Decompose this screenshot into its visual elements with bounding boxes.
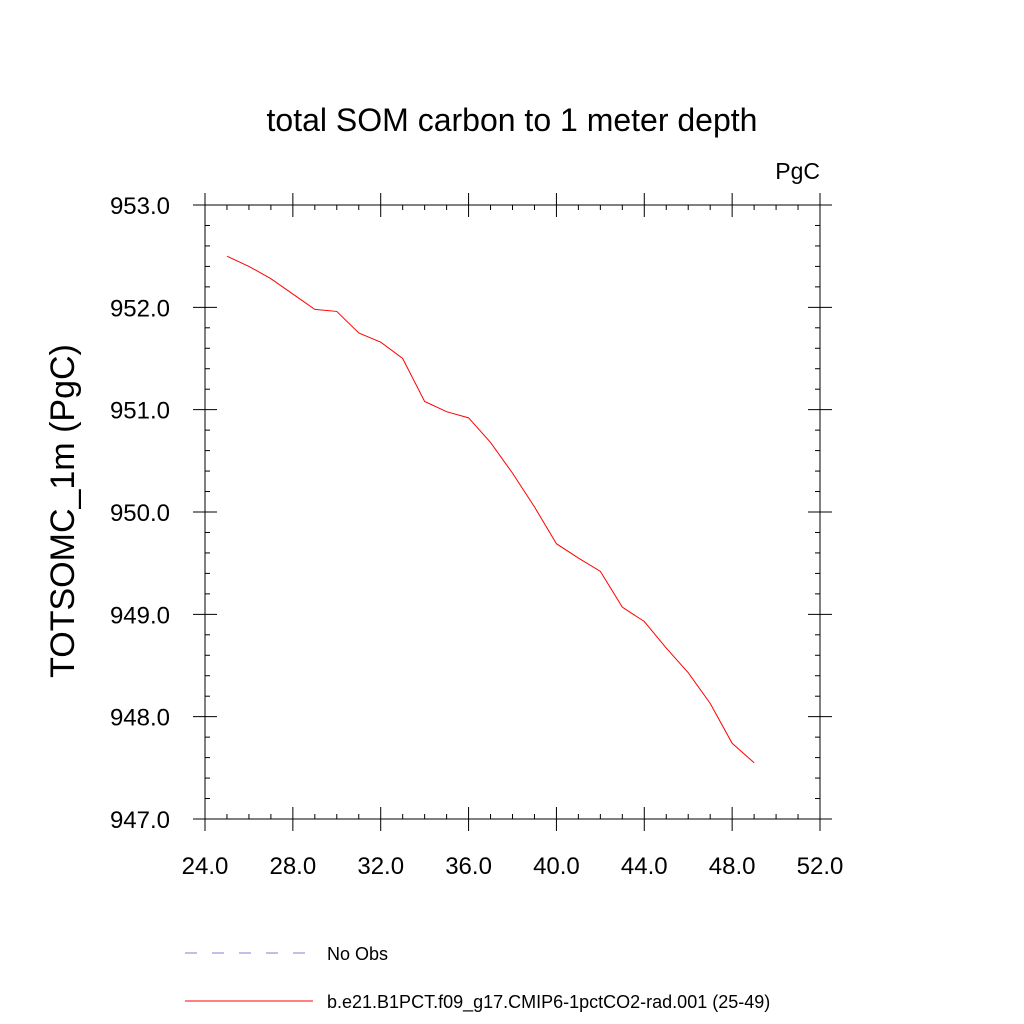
legend: No Obs b.e21.B1PCT.f09_g17.CMIP6-1pctCO2… [185,944,770,1013]
y-tick-label: 953.0 [110,193,170,220]
x-tick-labels: 24.0 28.0 32.0 36.0 40.0 44.0 48.0 52.0 [182,853,844,880]
units-label: PgC [775,158,820,184]
chart-title: total SOM carbon to 1 meter depth [267,102,758,138]
x-tick-label: 28.0 [269,853,316,880]
y-tick-label: 951.0 [110,398,170,425]
series-line [226,255,755,764]
x-tick-label: 40.0 [533,853,580,880]
x-tick-label: 36.0 [445,853,492,880]
y-tick-label: 949.0 [110,602,170,629]
legend-label-no-obs: No Obs [327,944,388,964]
y-tick-label: 952.0 [110,295,170,322]
x-tick-label: 32.0 [357,853,404,880]
x-tick-label: 44.0 [621,853,668,880]
legend-label-model-run: b.e21.B1PCT.f09_g17.CMIP6-1pctCO2-rad.00… [327,992,770,1013]
x-tick-label: 52.0 [797,853,844,880]
x-tick-label: 48.0 [709,853,756,880]
series-lines [226,255,755,764]
y-axis-label: TOTSOMC_1m (PgC) [44,344,82,678]
minor-ticks [205,205,820,819]
y-tick-labels: 947.0 948.0 949.0 950.0 951.0 952.0 953.0 [110,193,170,834]
major-ticks [193,193,832,831]
y-tick-label: 950.0 [110,500,170,527]
y-tick-label: 948.0 [110,705,170,732]
y-tick-label: 947.0 [110,807,170,834]
x-tick-label: 24.0 [182,853,229,880]
